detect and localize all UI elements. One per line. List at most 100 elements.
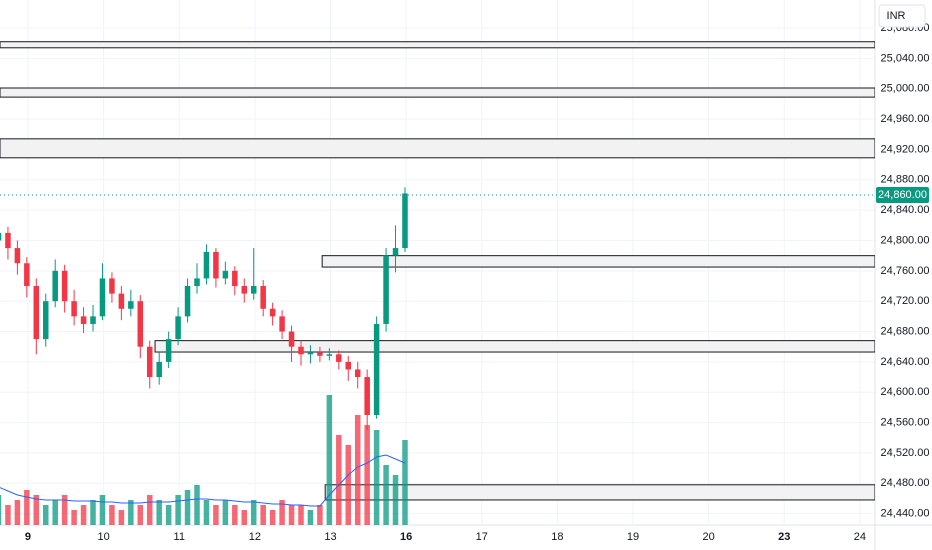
x-tick-label: 12 xyxy=(249,531,261,543)
y-tick-label: 24,760.00 xyxy=(881,265,930,277)
x-tick-label: 18 xyxy=(551,531,563,543)
candle-body xyxy=(326,354,333,356)
y-tick-label: 24,680.00 xyxy=(881,325,930,337)
volume-bar xyxy=(288,505,295,525)
candle-body xyxy=(156,361,162,378)
candle-body xyxy=(203,251,210,279)
candle-body xyxy=(14,248,21,264)
y-tick-label: 24,800.00 xyxy=(881,234,930,246)
x-tick-label: 23 xyxy=(778,531,790,543)
x-tick-label: 13 xyxy=(324,531,336,543)
candle-body xyxy=(222,270,229,279)
x-tick-label: 17 xyxy=(476,531,488,543)
candle-body xyxy=(336,354,342,362)
x-tick-label: 19 xyxy=(627,531,639,543)
candle-body xyxy=(43,301,49,340)
y-tick-label: 24,720.00 xyxy=(881,295,930,307)
volume-bar xyxy=(175,495,181,525)
volume-bar xyxy=(326,395,333,525)
volume-bar xyxy=(402,440,408,525)
candle-body xyxy=(402,193,408,249)
candle-body xyxy=(213,251,219,279)
candle-body xyxy=(90,316,96,324)
candle-body xyxy=(250,286,257,294)
candle-body xyxy=(5,232,11,249)
candle-body xyxy=(52,270,58,302)
candle-body xyxy=(118,293,125,309)
x-tick-label: 16 xyxy=(400,531,412,543)
candle-body xyxy=(392,248,399,256)
x-tick-label: 9 xyxy=(25,531,31,543)
y-tick-label: 24,960.00 xyxy=(881,113,930,125)
volume-bar xyxy=(383,465,389,525)
y-tick-label: 24,840.00 xyxy=(881,204,930,216)
candle-body xyxy=(71,301,77,317)
y-tick-label: 25,040.00 xyxy=(881,52,930,64)
volume-bar xyxy=(392,475,399,525)
volume-bar xyxy=(194,485,200,525)
candle-body xyxy=(288,331,295,347)
volume-bar xyxy=(137,505,144,525)
candle-body xyxy=(345,361,352,370)
currency-box[interactable] xyxy=(878,4,926,28)
volume-bar xyxy=(61,495,68,525)
volume-bar xyxy=(184,490,191,525)
volume-bar xyxy=(24,490,30,525)
volume-bar xyxy=(156,500,162,525)
volume-bar xyxy=(14,500,21,525)
volume-bar xyxy=(317,505,323,525)
volume-bar xyxy=(213,505,219,525)
candle-body xyxy=(165,339,172,362)
volume-bar xyxy=(118,510,125,525)
volume-bar xyxy=(345,445,352,525)
volume-bar xyxy=(336,435,342,525)
last-price-label: 24,860.00 xyxy=(878,189,927,201)
y-tick-label: 24,880.00 xyxy=(881,174,930,186)
candle-body xyxy=(61,270,68,302)
candle-body xyxy=(232,270,238,287)
zone xyxy=(321,255,875,268)
currency-label: INR xyxy=(887,10,906,22)
volume-bar xyxy=(80,505,87,525)
volume-bar xyxy=(90,500,96,525)
candle-body xyxy=(175,316,181,340)
volume-bar xyxy=(203,500,210,525)
candle-body xyxy=(146,346,153,378)
zone xyxy=(0,138,875,159)
volume-bar xyxy=(71,510,77,525)
volume-bar xyxy=(354,415,361,525)
candle-body xyxy=(354,369,361,378)
candle-body xyxy=(383,255,389,324)
candle-body xyxy=(241,286,248,294)
x-tick-label: 20 xyxy=(702,531,714,543)
y-tick-label: 24,560.00 xyxy=(881,416,930,428)
volume-bar xyxy=(269,510,276,525)
volume-bar xyxy=(0,495,2,525)
zone xyxy=(154,340,875,353)
y-tick-label: 24,440.00 xyxy=(881,508,930,520)
candle-body xyxy=(128,301,134,309)
volume-bar xyxy=(146,495,153,525)
y-tick-label: 24,640.00 xyxy=(881,356,930,368)
candle-body xyxy=(137,301,144,347)
candle-body xyxy=(260,286,266,309)
volume-bar xyxy=(232,505,238,525)
candle-body xyxy=(307,352,314,355)
candle-body xyxy=(279,316,285,332)
candle-body xyxy=(364,377,370,415)
volume-bar xyxy=(250,500,257,525)
x-tick-label: 10 xyxy=(97,531,109,543)
y-tick-label: 24,920.00 xyxy=(881,143,930,155)
candle-body xyxy=(99,278,106,317)
candle-body xyxy=(24,263,30,287)
zone xyxy=(324,484,875,501)
volume-bar xyxy=(260,505,266,525)
volume-ma-line xyxy=(0,454,406,507)
volume-bar xyxy=(373,430,380,525)
candle-body xyxy=(109,278,115,294)
volume-bar xyxy=(364,425,370,525)
candle-body xyxy=(184,286,191,317)
y-tick-label: 24,520.00 xyxy=(881,447,930,459)
